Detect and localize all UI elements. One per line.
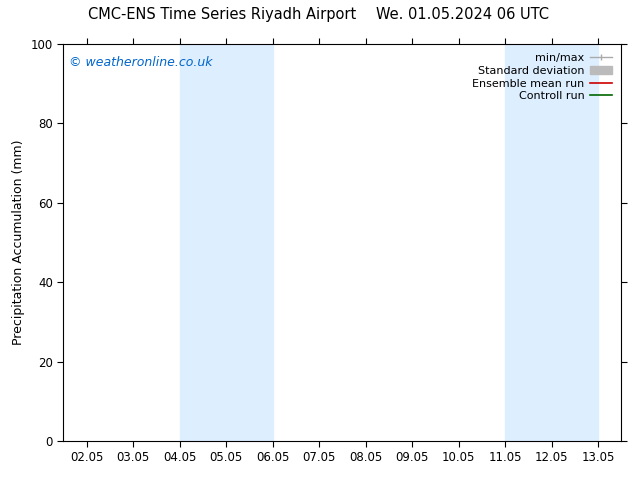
Bar	[179, 44, 273, 441]
Text: © weatheronline.co.uk: © weatheronline.co.uk	[69, 56, 212, 69]
Text: We. 01.05.2024 06 UTC: We. 01.05.2024 06 UTC	[377, 7, 549, 22]
Bar	[505, 44, 598, 441]
Text: CMC-ENS Time Series Riyadh Airport: CMC-ENS Time Series Riyadh Airport	[87, 7, 356, 22]
Y-axis label: Precipitation Accumulation (mm): Precipitation Accumulation (mm)	[12, 140, 25, 345]
Legend: min/max, Standard deviation, Ensemble mean run, Controll run: min/max, Standard deviation, Ensemble me…	[469, 49, 616, 105]
